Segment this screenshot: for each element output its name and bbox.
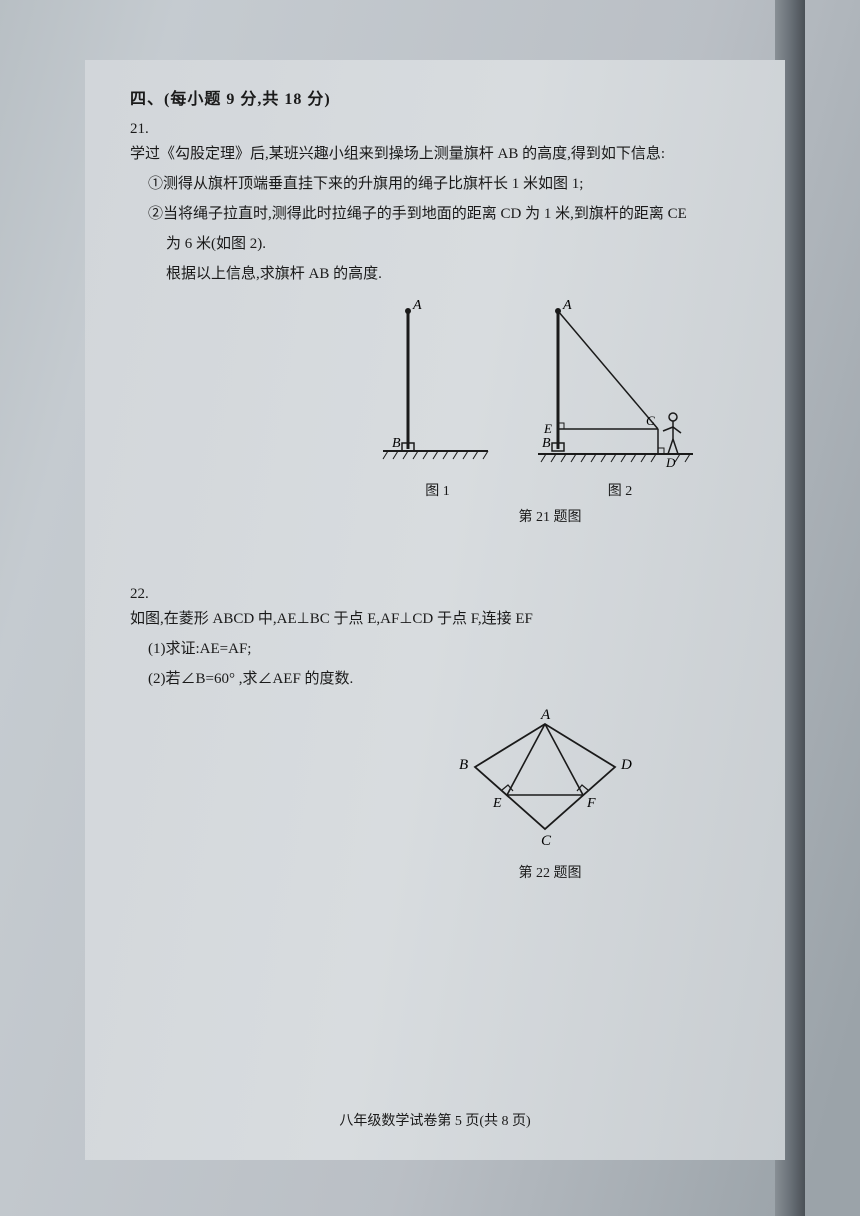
label-D: D (665, 455, 676, 469)
q21-figure-1: A B (378, 299, 498, 500)
q21-figure-2: A B E C D (538, 299, 703, 500)
person-icon (663, 413, 681, 454)
label-E: E (543, 421, 552, 436)
q22-intro: 如图,在菱形 ABCD 中,AE⊥BC 于点 E,AF⊥CD 于点 F,连接 E… (130, 604, 720, 634)
problem-number: 22. (130, 586, 158, 603)
ground-hatch (383, 451, 488, 459)
problem-body: 如图,在菱形 ABCD 中,AE⊥BC 于点 E,AF⊥CD 于点 F,连接 E… (130, 604, 720, 694)
rhombus-shape (475, 724, 615, 829)
label-A: A (540, 709, 551, 723)
label-F: F (586, 796, 596, 811)
problem-number: 21. (130, 121, 158, 138)
exam-page: 四、(每小题 9 分,共 18 分) 21. 学过《勾股定理》后,某班兴趣小组来… (85, 60, 785, 1160)
label-E: E (492, 796, 502, 811)
q21-line3: 根据以上信息,求旗杆 AB 的高度. (130, 259, 720, 289)
q21-line2: ②当将绳子拉直时,测得此时拉绳子的手到地面的距离 CD 为 1 米,到旗杆的距离… (130, 199, 720, 229)
q21-line1: ①测得从旗杆顶端垂直挂下来的升旗用的绳子比旗杆长 1 米如图 1; (130, 169, 720, 199)
page-footer: 八年级数学试卷第 5 页(共 8 页) (85, 1110, 785, 1130)
label-D: D (620, 757, 632, 773)
rhombus-diagram: A B C D E F (445, 709, 655, 849)
flagpole-diagram-2: A B E C D (538, 299, 703, 469)
q21-line2b: 为 6 米(如图 2). (130, 229, 720, 259)
label-B: B (542, 436, 551, 451)
section-header: 四、(每小题 9 分,共 18 分) (130, 85, 750, 109)
q22-caption: 第 22 题图 (350, 862, 750, 882)
problem-body: 学过《勾股定理》后,某班兴趣小组来到操场上测量旗杆 AB 的高度,得到如下信息:… (130, 139, 720, 289)
q22-figure: A B C D E F (350, 709, 750, 854)
label-A: A (562, 299, 572, 313)
fig2-label: 图 2 (538, 480, 703, 500)
problem-22: 22. 如图,在菱形 ABCD 中,AE⊥BC 于点 E,AF⊥CD 于点 F,… (130, 586, 750, 882)
label-B: B (392, 436, 401, 451)
label-A: A (412, 299, 422, 313)
label-C: C (541, 833, 552, 849)
q21-figures: A B (330, 299, 750, 500)
label-C: C (646, 413, 655, 428)
rope-line (558, 311, 658, 429)
q21-caption: 第 21 题图 (350, 506, 750, 526)
fig1-label: 图 1 (378, 480, 498, 500)
problem-21: 21. 学过《勾股定理》后,某班兴趣小组来到操场上测量旗杆 AB 的高度,得到如… (130, 121, 750, 526)
flagpole-diagram-1: A B (378, 299, 498, 469)
q22-part1: (1)求证:AE=AF; (130, 634, 720, 664)
q21-intro: 学过《勾股定理》后,某班兴趣小组来到操场上测量旗杆 AB 的高度,得到如下信息: (130, 139, 720, 169)
label-B: B (459, 757, 468, 773)
q22-part2: (2)若∠B=60° ,求∠AEF 的度数. (130, 664, 720, 694)
